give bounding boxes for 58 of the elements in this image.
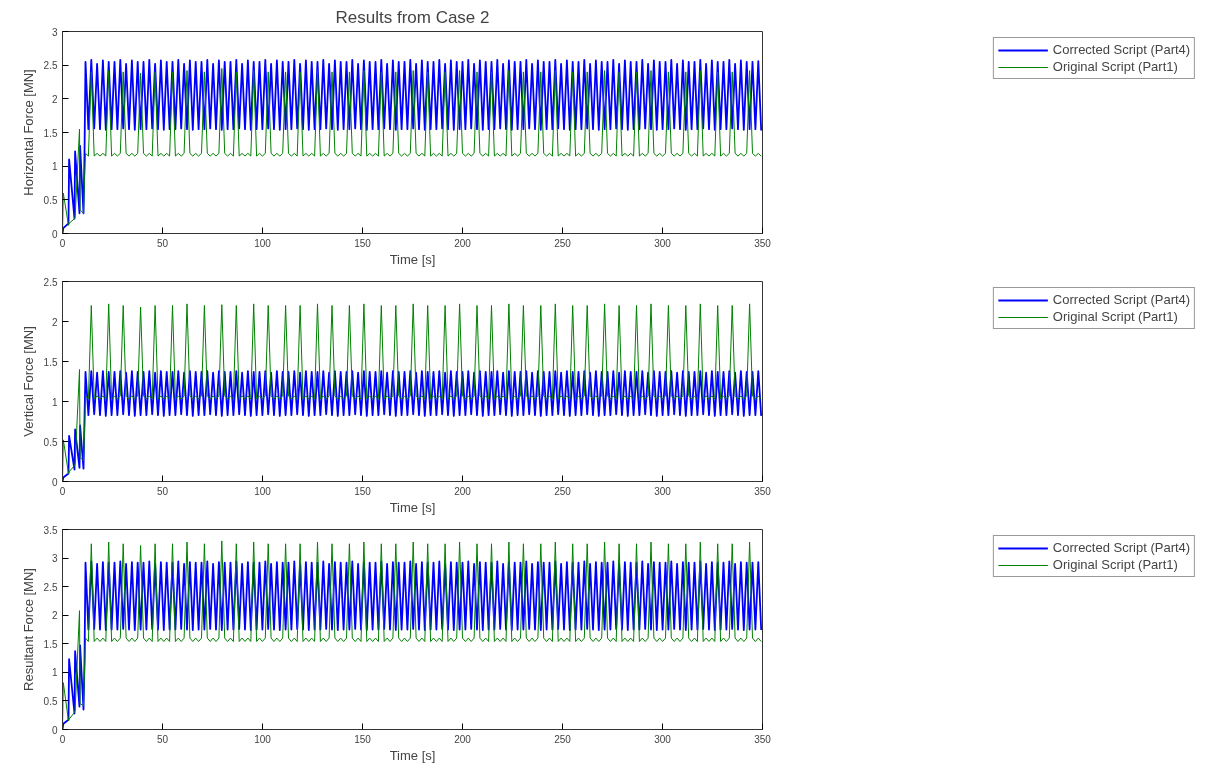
y-tick-label: 2 <box>51 316 58 328</box>
x-tick-label: 250 <box>554 485 572 497</box>
x-tick-label: 100 <box>254 733 272 745</box>
x-tick-label: 100 <box>254 485 272 497</box>
x-tick-label: 0 <box>59 733 66 745</box>
y-tick-label: 2.5 <box>43 60 58 72</box>
y-tick-label: 0.5 <box>43 695 58 707</box>
legend-label: Original Script (Part1) <box>1052 309 1178 324</box>
x-tick-label: 250 <box>554 237 572 249</box>
x-tick-label: 150 <box>354 733 372 745</box>
x-tick-label: 350 <box>754 733 772 745</box>
x-tick-label: 300 <box>654 485 672 497</box>
y-tick-label: 1 <box>51 667 58 679</box>
x-tick-label: 150 <box>354 237 372 249</box>
y-tick-label: 3.5 <box>43 524 58 536</box>
legend-label: Original Script (Part1) <box>1052 557 1178 572</box>
x-tick-label: 50 <box>156 237 169 249</box>
y-tick-label: 0 <box>51 724 58 736</box>
y-tick-label: 1 <box>51 161 58 173</box>
x-tick-label: 0 <box>59 237 66 249</box>
x-tick-label: 50 <box>156 485 169 497</box>
x-tick-label: 350 <box>754 485 772 497</box>
y-tick-label: 2 <box>51 610 58 622</box>
y-tick-label: 3 <box>51 26 58 38</box>
y-axis-title: Resultant Force [MN] <box>20 568 36 691</box>
x-axis-title: Time [s] <box>389 747 436 763</box>
x-axis-title: Time [s] <box>389 499 436 515</box>
y-tick-label: 1 <box>51 396 58 408</box>
legend-label: Corrected Script (Part4) <box>1052 42 1191 57</box>
chart-title: Results from Case 2 <box>335 7 490 27</box>
y-axis-title: Vertical Force [MN] <box>20 326 36 437</box>
x-tick-label: 200 <box>454 733 472 745</box>
y-tick-label: 0 <box>51 228 58 240</box>
legend-label: Corrected Script (Part4) <box>1052 540 1191 555</box>
x-tick-label: 200 <box>454 485 472 497</box>
y-axis-title: Horizontal Force [MN] <box>20 69 36 196</box>
x-tick-label: 350 <box>754 237 772 249</box>
x-tick-label: 150 <box>354 485 372 497</box>
x-tick-label: 100 <box>254 237 272 249</box>
legend-label: Corrected Script (Part4) <box>1052 292 1191 307</box>
x-axis-title: Time [s] <box>389 251 436 267</box>
y-tick-label: 2.5 <box>43 581 58 593</box>
y-tick-label: 1.5 <box>43 356 58 368</box>
x-tick-label: 300 <box>654 733 672 745</box>
x-tick-label: 50 <box>156 733 169 745</box>
y-tick-label: 1.5 <box>43 638 58 650</box>
y-tick-label: 0 <box>51 476 58 488</box>
x-tick-label: 250 <box>554 733 572 745</box>
x-tick-label: 0 <box>59 485 66 497</box>
y-tick-label: 0.5 <box>43 436 58 448</box>
y-tick-label: 0.5 <box>43 194 58 206</box>
y-tick-label: 1.5 <box>43 127 58 139</box>
x-tick-label: 200 <box>454 237 472 249</box>
y-tick-label: 2 <box>51 93 58 105</box>
y-tick-label: 2.5 <box>43 276 58 288</box>
legend-label: Original Script (Part1) <box>1052 59 1178 74</box>
x-tick-label: 300 <box>654 237 672 249</box>
y-tick-label: 3 <box>51 553 58 565</box>
